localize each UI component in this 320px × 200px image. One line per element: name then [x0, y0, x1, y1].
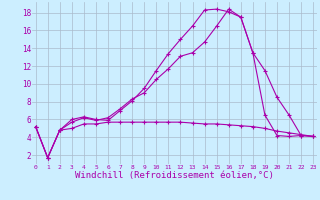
- X-axis label: Windchill (Refroidissement éolien,°C): Windchill (Refroidissement éolien,°C): [75, 171, 274, 180]
